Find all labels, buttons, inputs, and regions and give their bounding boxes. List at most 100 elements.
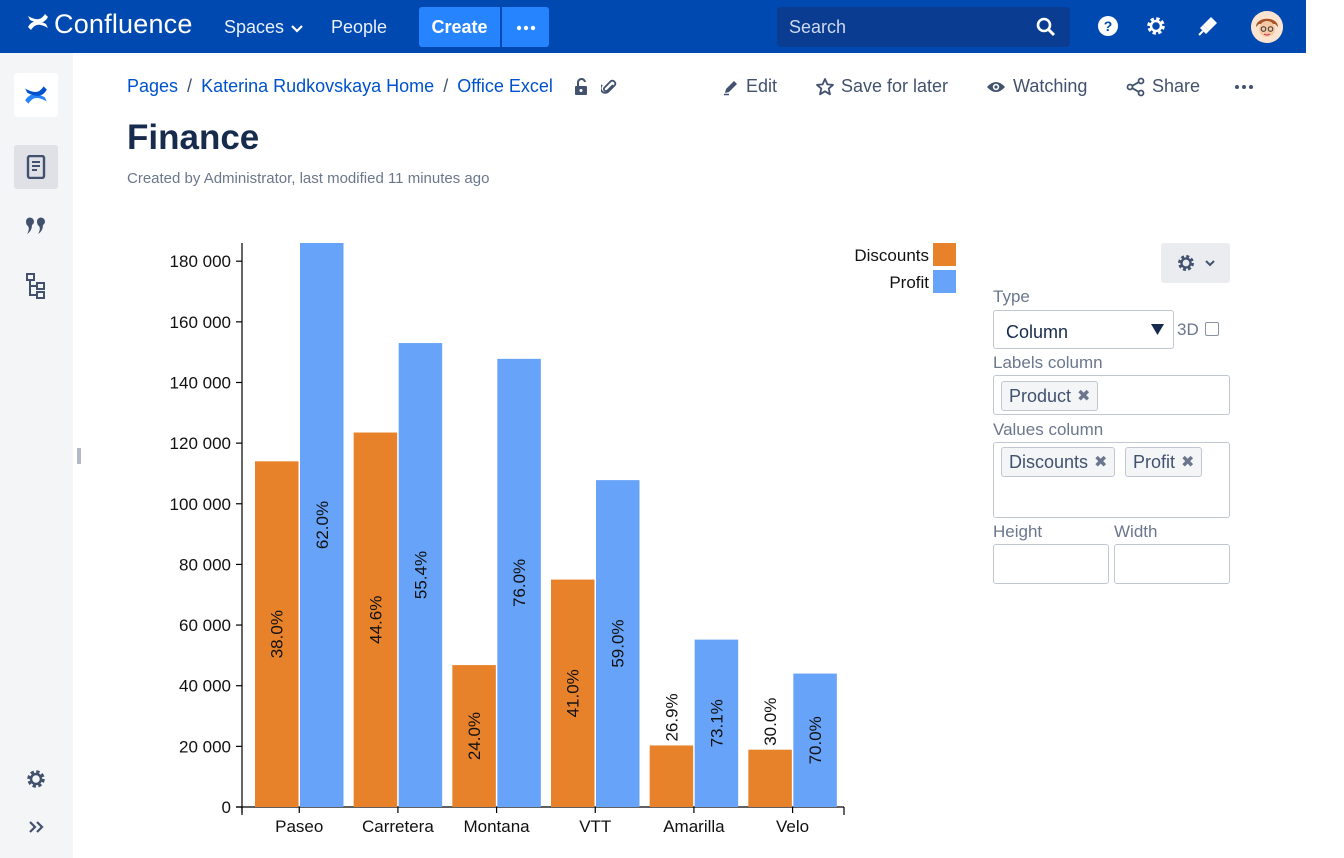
- people-link[interactable]: People: [331, 17, 388, 37]
- help-icon[interactable]: ?: [1097, 15, 1119, 42]
- height-label: Height: [993, 522, 1043, 541]
- data-label: 62.0%: [313, 501, 332, 549]
- brand-name: Confluence: [54, 9, 193, 39]
- bar-profit-paseo: [300, 243, 344, 807]
- height-input[interactable]: [993, 544, 1109, 584]
- width-input[interactable]: [1114, 544, 1230, 584]
- page-byline: Created by Administrator, last modified …: [127, 170, 490, 187]
- tag-profit: Profit ✖: [1125, 447, 1203, 477]
- x-tick-label: Montana: [463, 817, 530, 836]
- data-label: 73.1%: [707, 699, 726, 747]
- finance-column-chart: 0 20 000 40 000 60 000 80 000 100 000 120 000 1…: [170, 243, 956, 836]
- svg-text:?: ?: [1104, 18, 1113, 34]
- labels-column-label: Labels column: [993, 353, 1103, 372]
- y-tick-label: 40 000: [179, 677, 231, 696]
- expand-sidebar-icon[interactable]: [14, 807, 58, 847]
- tag-product-label: Product: [1009, 385, 1072, 406]
- edit-button[interactable]: Edit: [722, 76, 777, 97]
- threed-checkbox[interactable]: [1205, 322, 1219, 336]
- unlock-icon[interactable]: [573, 77, 589, 96]
- breadcrumb-separator: /: [187, 76, 193, 96]
- more-dots-icon: [1234, 84, 1254, 90]
- blog-quote-icon[interactable]: [14, 205, 58, 249]
- watching-label: Watching: [1013, 76, 1088, 96]
- user-avatar[interactable]: [1251, 11, 1283, 43]
- y-tick-label: 180 000: [170, 252, 231, 271]
- remove-tag-icon[interactable]: ✖: [1077, 388, 1091, 405]
- bar-profit-amarilla: [694, 639, 739, 807]
- x-tick-label: Amarilla: [663, 817, 725, 836]
- chevron-down-icon: [1205, 259, 1215, 267]
- breadcrumb-item-home[interactable]: Katerina Rudkovskaya Home: [201, 76, 435, 96]
- sidebar-resize-handle[interactable]: [77, 448, 81, 464]
- share-label: Share: [1152, 76, 1201, 96]
- y-tick-label: 0: [222, 798, 231, 817]
- bar-discounts-amarilla: [649, 745, 694, 807]
- data-label: 44.6%: [366, 596, 385, 644]
- data-label: 30.0%: [761, 698, 780, 746]
- threed-label: 3D: [1177, 320, 1199, 339]
- pages-icon[interactable]: [14, 145, 58, 189]
- breadcrumb-item-pages[interactable]: Pages: [127, 76, 179, 96]
- y-tick-label: 160 000: [170, 313, 231, 332]
- confluence-logo-icon: [26, 10, 50, 39]
- y-tick-label: 100 000: [170, 495, 231, 514]
- search-placeholder: Search: [789, 17, 847, 37]
- more-actions-button[interactable]: [1234, 84, 1254, 90]
- confluence-space-icon[interactable]: [14, 73, 58, 117]
- x-tick-label: VTT: [579, 817, 611, 836]
- share-button[interactable]: Share: [1126, 76, 1200, 97]
- width-label: Width: [1114, 522, 1158, 541]
- attachment-icon[interactable]: [600, 78, 617, 96]
- chart-settings-button[interactable]: [1161, 243, 1230, 283]
- page-tree-icon[interactable]: [14, 264, 58, 308]
- y-tick-label: 140 000: [170, 373, 231, 392]
- search-input[interactable]: Search: [777, 7, 1070, 47]
- data-label: 38.0%: [268, 610, 287, 658]
- data-label: 70.0%: [806, 716, 825, 764]
- data-label: 26.9%: [662, 693, 681, 741]
- bar-profit-montana: [497, 358, 541, 807]
- spaces-menu[interactable]: Spaces: [224, 17, 303, 38]
- data-label: 55.4%: [411, 551, 430, 599]
- remove-tag-icon[interactable]: ✖: [1094, 454, 1108, 471]
- values-column-label: Values column: [993, 420, 1104, 439]
- remove-tag-icon[interactable]: ✖: [1181, 454, 1195, 471]
- data-label: 59.0%: [609, 619, 628, 667]
- bar-profit-velo: [793, 673, 837, 807]
- create-button[interactable]: Create: [419, 7, 500, 47]
- x-tick-label: Velo: [776, 817, 809, 836]
- y-tick-label: 80 000: [179, 555, 231, 574]
- gear-icon: [1176, 253, 1196, 273]
- tag-profit-label: Profit: [1133, 451, 1176, 472]
- space-settings-icon[interactable]: [14, 757, 58, 801]
- type-label: Type: [993, 287, 1030, 306]
- labels-column-input[interactable]: Product ✖: [993, 375, 1230, 415]
- save-for-later-button[interactable]: Save for later: [815, 76, 948, 97]
- notifications-icon[interactable]: [1197, 15, 1219, 42]
- bar-discounts-vtt: [551, 579, 595, 807]
- chart-type-select[interactable]: Column: [993, 310, 1174, 349]
- chart-type-value: Column: [1006, 322, 1069, 342]
- share-icon: [1126, 77, 1146, 97]
- values-column-input[interactable]: Discounts ✖ Profit ✖: [993, 442, 1230, 518]
- bar-profit-carretera: [398, 343, 443, 807]
- bar-profit-vtt: [596, 480, 640, 807]
- y-tick-label: 60 000: [179, 616, 231, 635]
- x-tick-label: Carretera: [362, 817, 434, 836]
- confluence-logo[interactable]: Confluence: [26, 9, 193, 40]
- y-tick-label: 120 000: [170, 434, 231, 453]
- legend-swatch-profit: [933, 270, 956, 293]
- bar-discounts-montana: [452, 665, 496, 807]
- eye-icon: [986, 80, 1006, 94]
- watching-button[interactable]: Watching: [986, 76, 1087, 97]
- y-tick-label: 20 000: [179, 737, 231, 756]
- page-title: Finance: [127, 118, 260, 157]
- star-icon: [815, 77, 835, 97]
- settings-icon[interactable]: [1145, 15, 1167, 42]
- breadcrumb-item-office-excel[interactable]: Office Excel: [457, 76, 553, 96]
- spaces-label: Spaces: [224, 17, 285, 37]
- create-more-button[interactable]: [502, 7, 549, 47]
- left-sidebar: [0, 53, 73, 858]
- tag-product: Product ✖: [1001, 381, 1099, 411]
